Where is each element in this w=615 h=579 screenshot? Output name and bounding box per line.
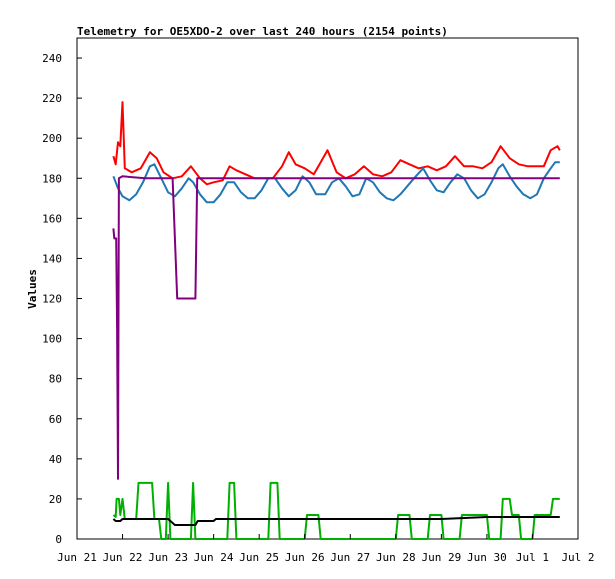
y-tick-label: 40 xyxy=(49,453,62,466)
x-tick-label: Jun 30 xyxy=(467,551,507,564)
series-line-2 xyxy=(112,161,560,204)
y-tick-label: 0 xyxy=(55,533,62,546)
y-tick-label: 160 xyxy=(42,212,62,225)
x-tick-label: Jun 25 xyxy=(239,551,279,564)
y-tick-label: 180 xyxy=(42,172,62,185)
series-line-1 xyxy=(112,101,561,186)
x-tick-label: Jun 23 xyxy=(148,551,188,564)
y-axis-label: Values xyxy=(26,269,39,309)
x-tick-label: Jul 2 xyxy=(561,551,594,564)
y-tick-label: 20 xyxy=(49,493,62,506)
y-tick-label: 240 xyxy=(42,52,62,65)
series-line-5 xyxy=(112,516,560,526)
y-tick-label: 200 xyxy=(42,132,62,145)
series-line-3 xyxy=(112,175,560,480)
x-tick-label: Jun 26 xyxy=(285,551,325,564)
x-tick-label: Jun 27 xyxy=(330,551,370,564)
y-tick-label: 60 xyxy=(49,413,62,426)
series-line-4 xyxy=(112,481,560,540)
x-tick-label: Jun 28 xyxy=(376,551,416,564)
y-tick-label: 120 xyxy=(42,293,62,306)
x-tick-label: Jul 1 xyxy=(516,551,549,564)
x-tick-label: Jun 22 xyxy=(103,551,143,564)
y-tick-label: 140 xyxy=(42,252,62,265)
plot-area xyxy=(76,37,579,540)
x-tick-label: Jun 24 xyxy=(194,551,234,564)
chart-title: Telemetry for OE5XDO-2 over last 240 hou… xyxy=(77,25,448,38)
x-tick-label: Jun 21 xyxy=(57,551,97,564)
y-tick-label: 100 xyxy=(42,333,62,346)
y-tick-label: 220 xyxy=(42,92,62,105)
x-tick-label: Jun 29 xyxy=(421,551,461,564)
y-tick-label: 80 xyxy=(49,373,62,386)
series-layer xyxy=(112,101,561,540)
x-axis: Jun 21 Jun 22 Jun 23 Jun 24 Jun 25 Jun 26 Jun … xyxy=(57,534,595,564)
y-axis: 0 20 40 60 80 100 120 140 160 180 200 220 240 xyxy=(42,52,82,546)
